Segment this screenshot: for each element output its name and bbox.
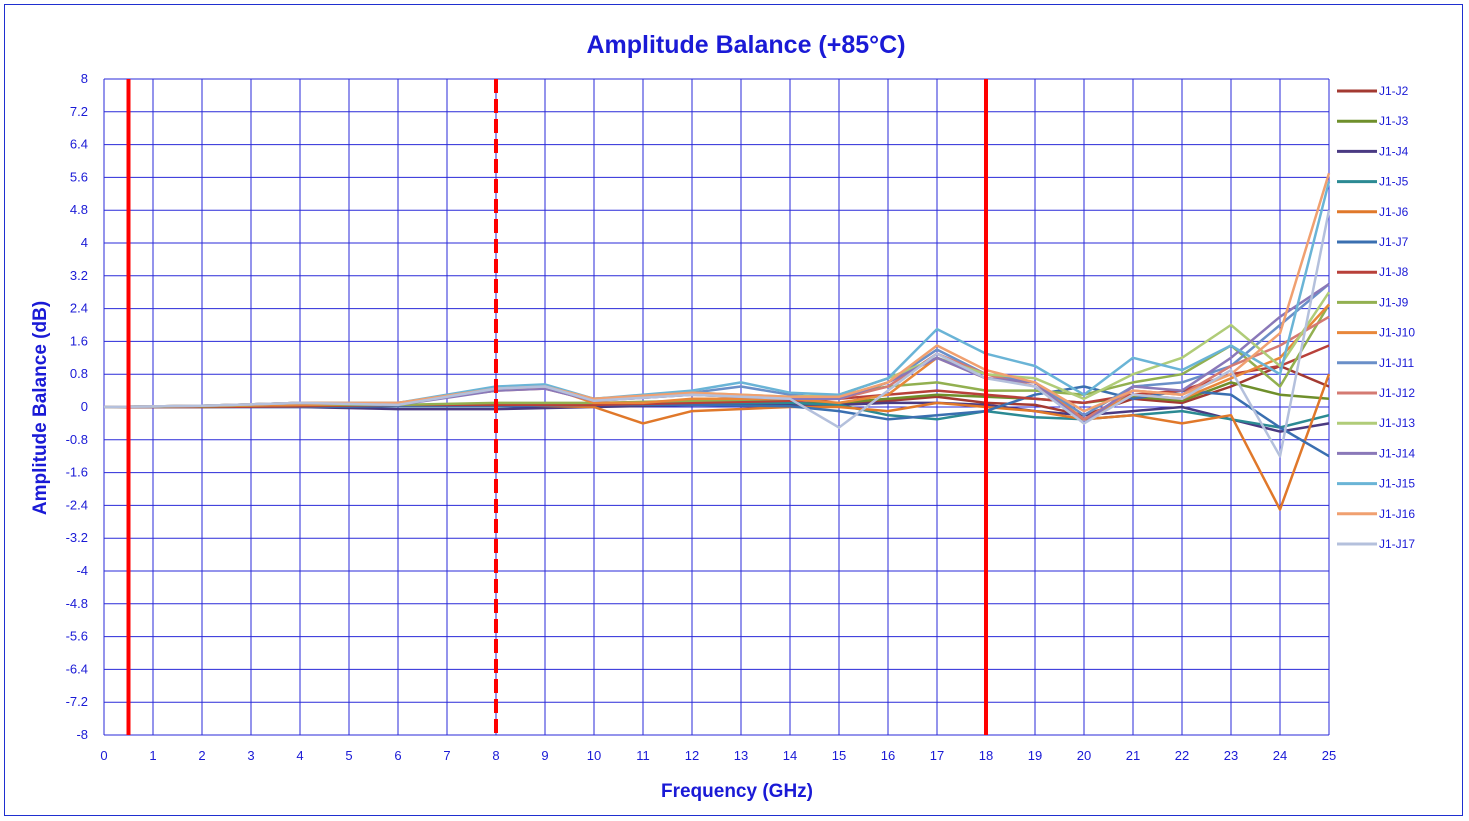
reference-lines: [126, 79, 988, 735]
y-tick-label: 5.6: [70, 169, 88, 184]
x-tick-label: 22: [1175, 748, 1189, 763]
series-line: [104, 401, 1330, 433]
legend: J1-J2 J1-J3 J1-J4 J1-J5 J1-J6 J1-J7 J1-J8 J1-J9…: [1337, 84, 1415, 551]
legend-label: J1-J6: [1379, 205, 1409, 219]
y-tick-label: 3.2: [70, 268, 88, 283]
legend-label: J1-J7: [1379, 235, 1409, 249]
x-tick-label: 21: [1126, 748, 1140, 763]
y-tick-label: -1.6: [66, 465, 88, 480]
y-tick-label: -4: [76, 563, 88, 578]
x-tick-label: 8: [492, 748, 499, 763]
y-tick-label: 4.8: [70, 202, 88, 217]
y-tick-label: 2.4: [70, 301, 88, 316]
y-tick-label: 8: [81, 71, 88, 86]
x-tick-label: 13: [734, 748, 748, 763]
x-tick-label: 5: [345, 748, 352, 763]
legend-label: J1-J4: [1379, 144, 1409, 158]
series-line: [103, 172, 1331, 413]
y-axis-title: Amplitude Balance (dB): [30, 301, 51, 515]
legend-label: J1-J5: [1379, 175, 1409, 189]
legend-label: J1-J16: [1379, 507, 1415, 521]
legend-label: J1-J17: [1379, 537, 1415, 551]
x-tick-label: 11: [636, 748, 650, 763]
y-tick-label: 0: [81, 399, 88, 414]
legend-label: J1-J11: [1379, 356, 1414, 370]
legend-label: J1-J3: [1379, 114, 1409, 128]
series-line: [103, 209, 1331, 458]
series-line: [103, 181, 1331, 409]
x-tick-label: 7: [443, 748, 450, 763]
x-axis-title: Frequency (GHz): [661, 781, 813, 802]
y-tick-label: -3.2: [66, 530, 88, 545]
x-tick-label: 19: [1028, 748, 1042, 763]
legend-label: J1-J15: [1379, 477, 1415, 491]
x-tick-label: 0: [100, 748, 107, 763]
x-tick-label: 4: [296, 748, 303, 763]
legend-label: J1-J8: [1379, 265, 1409, 279]
y-tick-label: 6.4: [70, 137, 88, 152]
y-tick-label: 1.6: [70, 333, 88, 348]
y-tick-label: 0.8: [70, 366, 88, 381]
tick-labels: 0 1 2 3 4 5 6 7 8 9 10 11 12 13 14 15 16 17 18 19 20 21 22 23 24…: [66, 71, 1337, 763]
y-tick-label: -7.2: [66, 694, 88, 709]
y-tick-label: -5.6: [66, 629, 88, 644]
x-tick-label: 1: [149, 748, 156, 763]
legend-label: J1-J2: [1379, 84, 1409, 98]
series-lines: [103, 172, 1331, 511]
x-tick-label: 17: [930, 748, 944, 763]
y-tick-label: -0.8: [66, 432, 88, 447]
legend-label: J1-J14: [1379, 446, 1415, 460]
x-tick-label: 24: [1273, 748, 1287, 763]
x-tick-label: 20: [1077, 748, 1091, 763]
legend-label: J1-J13: [1379, 416, 1415, 430]
x-tick-label: 14: [783, 748, 797, 763]
x-tick-label: 16: [881, 748, 895, 763]
legend-label: J1-J10: [1379, 326, 1415, 340]
y-tick-label: -6.4: [66, 661, 88, 676]
x-tick-label: 6: [394, 748, 401, 763]
x-tick-label: 15: [832, 748, 846, 763]
x-tick-label: 23: [1224, 748, 1238, 763]
chart-title: Amplitude Balance (+85°C): [586, 31, 905, 59]
x-tick-label: 9: [541, 748, 548, 763]
x-tick-label: 3: [247, 748, 254, 763]
x-tick-label: 25: [1322, 748, 1336, 763]
y-tick-label: -4.8: [66, 596, 88, 611]
legend-label: J1-J9: [1379, 295, 1409, 309]
legend-label: J1-J12: [1379, 386, 1415, 400]
x-tick-label: 2: [198, 748, 205, 763]
y-tick-label: -2.4: [66, 497, 88, 512]
y-tick-label: 4: [81, 235, 88, 250]
x-tick-label: 10: [587, 748, 601, 763]
y-tick-label: 7.2: [70, 104, 88, 119]
x-tick-label: 12: [685, 748, 699, 763]
y-tick-label: -8: [76, 727, 88, 742]
x-tick-label: 18: [979, 748, 993, 763]
